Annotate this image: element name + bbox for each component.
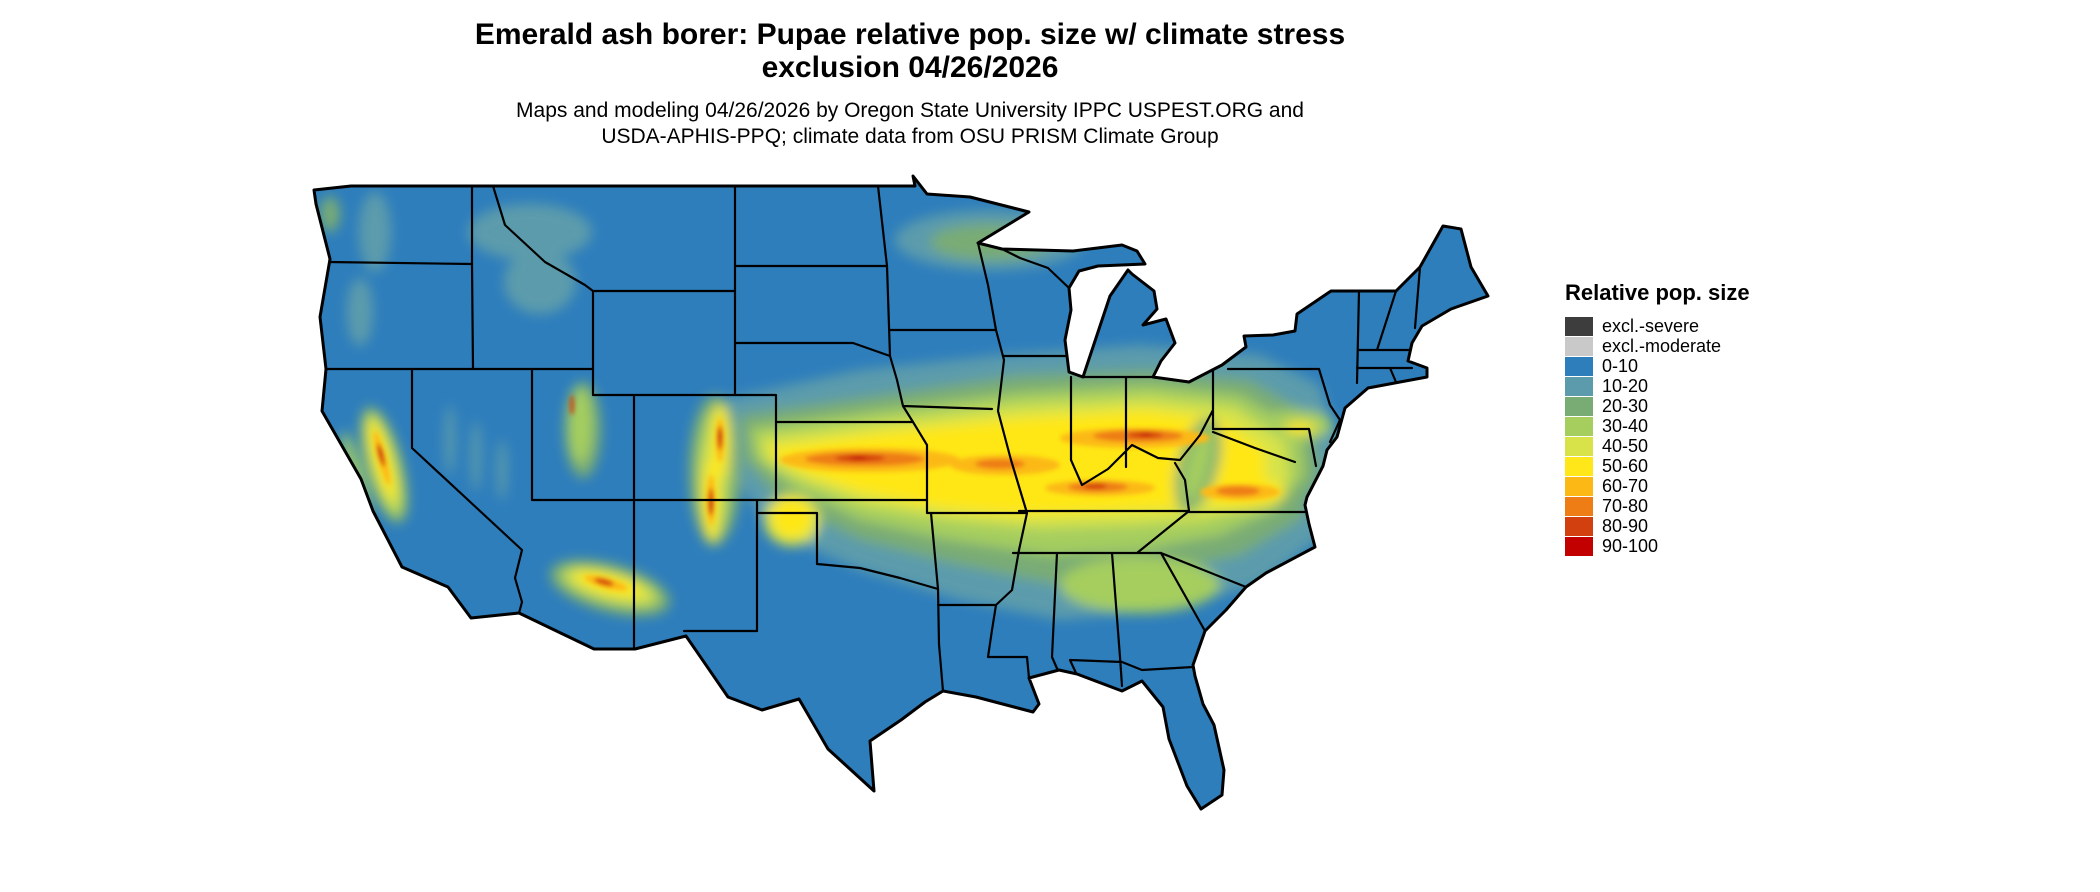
us-population-map [300, 170, 1520, 890]
legend-entry: 0-10 [1565, 356, 1750, 376]
legend-swatch [1565, 476, 1593, 496]
legend-swatch [1565, 396, 1593, 416]
map-legend: Relative pop. size excl.-severe excl.-mod… [1565, 280, 1750, 556]
legend-title: Relative pop. size [1565, 280, 1750, 305]
legend-swatch [1565, 416, 1593, 436]
legend-label: 50-60 [1602, 456, 1649, 476]
title-line-2: exclusion 04/26/2026 [761, 51, 1059, 84]
legend-label: excl.-severe [1602, 316, 1700, 336]
subtitle-line-1: Maps and modeling 04/26/2026 by Oregon S… [516, 99, 1304, 122]
subtitle-line-2: USDA-APHIS-PPQ; climate data from OSU PR… [601, 125, 1219, 148]
legend-entry: excl.-severe [1565, 316, 1750, 336]
legend-entry: 90-100 [1565, 536, 1750, 556]
legend-entry: 50-60 [1565, 456, 1750, 476]
legend-swatch [1565, 336, 1593, 356]
legend-label: 30-40 [1602, 416, 1649, 436]
legend-entry: 20-30 [1565, 396, 1750, 416]
legend-entry: 30-40 [1565, 416, 1750, 436]
population-raster [320, 192, 1340, 620]
legend-label: 40-50 [1602, 436, 1649, 456]
figure-title: Emerald ash borer: Pupae relative pop. s… [300, 18, 1520, 84]
legend-label: excl.-moderate [1602, 336, 1722, 356]
legend-entry: 60-70 [1565, 476, 1750, 496]
legend-label: 10-20 [1602, 376, 1649, 396]
figure-header: Emerald ash borer: Pupae relative pop. s… [300, 18, 1520, 150]
us-map-svg [312, 174, 1490, 811]
legend-entry: 10-20 [1565, 376, 1750, 396]
legend-label: 80-90 [1602, 516, 1649, 536]
legend-label: 0-10 [1602, 356, 1639, 376]
legend-swatch [1565, 376, 1593, 396]
legend-label: 90-100 [1602, 536, 1659, 556]
legend-swatch [1565, 316, 1593, 336]
legend-entry: 40-50 [1565, 436, 1750, 456]
legend-entry: excl.-moderate [1565, 336, 1750, 356]
legend-entry: 80-90 [1565, 516, 1750, 536]
title-line-1: Emerald ash borer: Pupae relative pop. s… [474, 18, 1346, 51]
us-outline [312, 174, 1490, 811]
legend-entry: 70-80 [1565, 496, 1750, 516]
legend-label: 60-70 [1602, 476, 1649, 496]
state-borders [324, 184, 1422, 693]
legend-label: 70-80 [1602, 496, 1649, 516]
legend-entries: excl.-severe excl.-moderate 0-10 10-20 20-30… [1565, 316, 1750, 556]
figure-subtitle: Maps and modeling 04/26/2026 by Oregon S… [300, 98, 1520, 150]
legend-swatch [1565, 496, 1593, 516]
legend-swatch [1565, 456, 1593, 476]
legend-swatch [1565, 536, 1593, 556]
legend-label: 20-30 [1602, 396, 1649, 416]
legend-swatch [1565, 436, 1593, 456]
legend-swatch [1565, 356, 1593, 376]
legend-swatch [1565, 516, 1593, 536]
